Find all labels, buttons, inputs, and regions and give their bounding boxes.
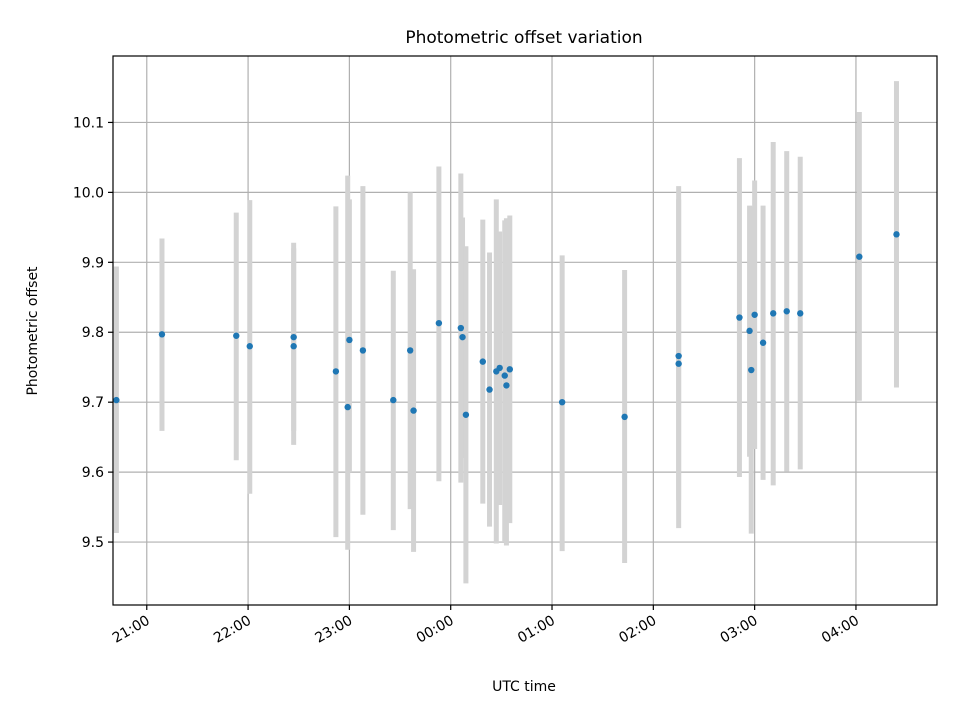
y-tick-label: 10.0	[73, 185, 104, 201]
y-tick-label: 9.8	[82, 325, 104, 341]
data-point	[457, 324, 465, 332]
x-tick-label: 00:00	[414, 613, 457, 647]
data-point	[675, 352, 682, 360]
x-tick-label: 22:00	[211, 613, 254, 647]
y-tick-label: 9.6	[82, 465, 104, 481]
data-point	[479, 358, 486, 365]
data-point	[344, 403, 351, 411]
data-point	[746, 327, 753, 335]
x-axis: 21:00 22:00 23:00 00:00 01:00 02:00 03:00 04:00	[110, 605, 862, 647]
data-point	[503, 382, 510, 389]
data-point	[290, 343, 297, 350]
x-tick-label: 23:00	[312, 613, 355, 647]
data-point	[435, 319, 443, 327]
x-tick-label: 04:00	[819, 613, 862, 647]
y-axis: 9.5 9.6 9.7 9.8 9.9 10.0 10.1	[73, 115, 113, 551]
data-point	[501, 372, 508, 379]
data-point	[751, 311, 758, 318]
y-tick-label: 9.5	[82, 535, 104, 551]
data-point	[736, 314, 743, 321]
data-point	[621, 413, 628, 421]
data-point	[856, 253, 863, 260]
x-tick-label: 01:00	[515, 613, 558, 647]
data-point	[332, 368, 340, 375]
data-point	[290, 333, 297, 341]
data-point	[893, 231, 900, 238]
data-point	[486, 386, 493, 393]
data-point	[158, 331, 166, 338]
data-point	[748, 366, 755, 374]
data-point	[506, 366, 514, 373]
chart-title: Photometric offset variation	[405, 28, 642, 48]
data-point	[496, 364, 503, 372]
y-tick-label: 9.7	[82, 395, 104, 411]
y-tick-label: 10.1	[73, 115, 104, 131]
data-point	[797, 310, 804, 317]
data-point	[390, 396, 397, 404]
plot-frame	[112, 55, 938, 606]
x-tick-label: 02:00	[616, 613, 659, 647]
data-point	[558, 398, 566, 406]
data-point	[675, 360, 682, 367]
data-point	[783, 308, 790, 315]
data-point	[459, 333, 466, 341]
data-point	[233, 332, 240, 339]
data-points	[113, 231, 900, 421]
data-point	[113, 396, 120, 404]
data-point	[759, 339, 767, 346]
y-tick-label: 9.9	[82, 255, 104, 271]
data-point	[359, 347, 367, 354]
y-axis-label: Photometric offset	[25, 266, 41, 396]
data-point	[410, 407, 417, 414]
data-point	[462, 411, 470, 418]
x-tick-label: 21:00	[110, 613, 153, 647]
data-point	[406, 347, 414, 354]
data-point	[346, 336, 353, 344]
data-point	[246, 343, 253, 350]
data-point	[770, 310, 777, 317]
x-tick-label: 03:00	[718, 613, 761, 647]
x-axis-label: UTC time	[492, 679, 556, 695]
